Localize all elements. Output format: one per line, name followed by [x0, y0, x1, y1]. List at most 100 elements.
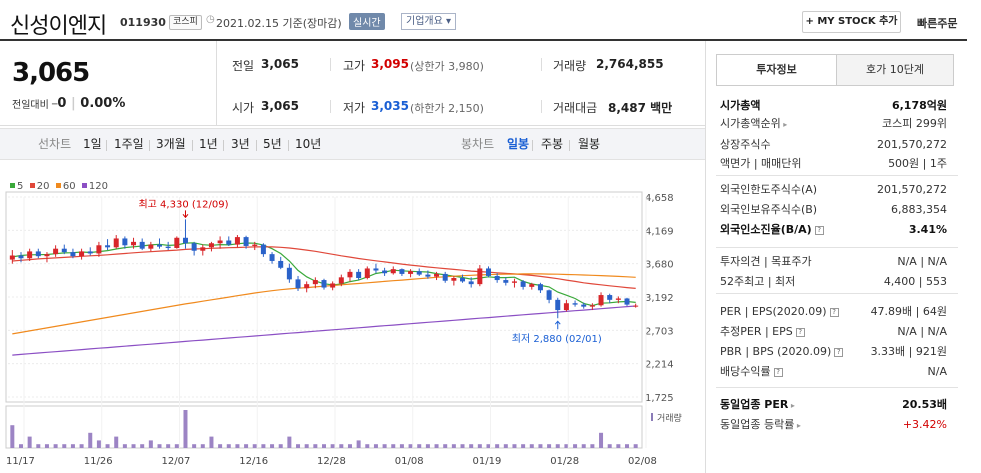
candle-body [191, 243, 197, 251]
volume-bar [261, 444, 266, 448]
help-icon[interactable]: ? [829, 308, 839, 317]
candle-body [61, 248, 67, 253]
realtime-button[interactable]: 실시간 [349, 13, 385, 30]
candle-body [468, 281, 474, 285]
info-value: 4,400 | 553 [883, 275, 947, 288]
volume-bar [564, 444, 569, 448]
stock-chart[interactable]: 4,658 4,169 3,680 3,192 2,703 2,214 1,725 거래량 11… [0, 178, 705, 473]
volume-bar [53, 444, 58, 448]
volume-bar [270, 444, 275, 448]
period-3m[interactable]: 3개월 [156, 137, 186, 151]
tab-investment-info[interactable]: 투자정보 [716, 54, 837, 86]
period-1w[interactable]: 1주일 [114, 137, 144, 151]
candle-body [633, 305, 639, 307]
period-1d[interactable]: 1일 [83, 137, 102, 151]
candle-body [563, 303, 569, 311]
plot-frame [5, 191, 643, 403]
candle-body [105, 245, 111, 248]
arrow-icon[interactable]: ▸ [780, 120, 788, 129]
info-label: 동일업종 등락률 ▸ [720, 418, 801, 431]
volume-bar [451, 444, 456, 448]
volume-bar [252, 444, 257, 448]
volume-bar [62, 444, 67, 448]
volume-bar [417, 444, 422, 448]
volume-bar [347, 444, 352, 448]
volume-bar [200, 444, 205, 448]
high-annotation: 최고 4,330 (12/09) [138, 198, 228, 210]
amount-label: 거래대금 [553, 101, 598, 115]
help-icon[interactable]: ? [834, 348, 844, 357]
candle-weekly[interactable]: 주봉 [541, 137, 564, 151]
volume-bar [503, 444, 508, 448]
volume-bar [183, 410, 188, 448]
arrow-icon[interactable]: ▸ [788, 401, 795, 410]
candle-body [416, 271, 422, 275]
volume-bar [192, 444, 197, 448]
candle-body [572, 303, 578, 305]
info-separator [716, 247, 958, 248]
info-value: N/A | N/A [897, 325, 947, 338]
base-date: 2021.02.15 기준(장마감) [216, 17, 342, 30]
info-value: 500원 | 1주 [888, 157, 947, 170]
upper-limit: (상한가 3,980) [410, 60, 484, 73]
high-label: 고가 [343, 59, 366, 73]
tab-orderbook-10[interactable]: 호가 10단계 [836, 54, 954, 86]
info-label: 배당수익률? [720, 363, 783, 381]
x-tick-label: 02/08 [628, 456, 657, 467]
legend-ma120: 120 [81, 181, 108, 192]
candle-body [390, 269, 396, 274]
volume-bar [365, 444, 370, 448]
period-10y[interactable]: 10년 [295, 137, 322, 151]
candle-body [581, 304, 587, 307]
low-label: 저가 [343, 101, 366, 115]
candle-body [555, 299, 561, 311]
candle-body [27, 251, 33, 259]
arrow-icon[interactable]: ▸ [794, 421, 801, 430]
help-icon[interactable]: ? [795, 328, 805, 337]
quick-order-link[interactable]: 빠른주문 [917, 17, 958, 30]
add-mystock-button[interactable]: + MY STOCK 추가 [802, 11, 901, 33]
candle-body [79, 251, 85, 257]
candle-monthly[interactable]: 월봉 [578, 137, 601, 151]
candle-daily[interactable]: 일봉 [507, 137, 530, 151]
period-1y[interactable]: 1년 [199, 137, 218, 151]
volume-bar [573, 444, 578, 448]
help-icon[interactable]: ? [773, 368, 783, 377]
info-label: 상장주식수 [720, 138, 771, 151]
stock-name: 신성이엔지 [10, 14, 107, 39]
clock-icon: ◷ [206, 14, 215, 25]
candle-body [546, 290, 552, 300]
toolbar-sep [256, 140, 257, 151]
period-3y[interactable]: 3년 [231, 137, 250, 151]
volume-bar [287, 436, 292, 448]
candle-body [70, 252, 76, 257]
volume-bar [157, 444, 162, 448]
candle-body [9, 255, 15, 260]
low-value: 3,035 [371, 99, 409, 113]
ma120-line [12, 305, 636, 356]
company-overview-dropdown[interactable]: 기업개요 ▾ [401, 13, 456, 30]
candle-body [157, 244, 163, 247]
info-value: 6,178억원 [891, 99, 947, 112]
candle-body [286, 267, 292, 280]
volume-bar [434, 444, 439, 448]
candle-chart-label: 봉차트 [461, 137, 495, 151]
toolbar-sep [192, 140, 193, 151]
candle-body [131, 241, 137, 246]
volume-bar [529, 444, 534, 448]
lower-limit: (하한가 2,150) [410, 102, 484, 115]
legend-ma5: 5 [10, 181, 23, 192]
info-label: PER | EPS(2020.09)? [720, 303, 839, 321]
help-icon[interactable]: ? [814, 226, 824, 235]
info-label: PBR | BPS (2020.09)? [720, 343, 844, 361]
investment-info-panel: 투자정보 호가 10단계 시가총액 6,178억원 시가총액순위 ▸ 코스피 299위… [705, 41, 967, 473]
toolbar-sep [223, 140, 224, 151]
info-separator [716, 175, 958, 176]
info-label: 추정PER | EPS? [720, 323, 805, 341]
candle-body [408, 271, 414, 274]
volume-label: 거래량 [657, 412, 682, 424]
period-5y[interactable]: 5년 [263, 137, 282, 151]
volume-bar [313, 444, 318, 448]
chart-toolbar: 선차트 1일 1주일 3개월 1년 3년 5년 10년 봉차트 일봉 주봉 월봉 [0, 128, 705, 160]
volume-bar [166, 444, 171, 448]
